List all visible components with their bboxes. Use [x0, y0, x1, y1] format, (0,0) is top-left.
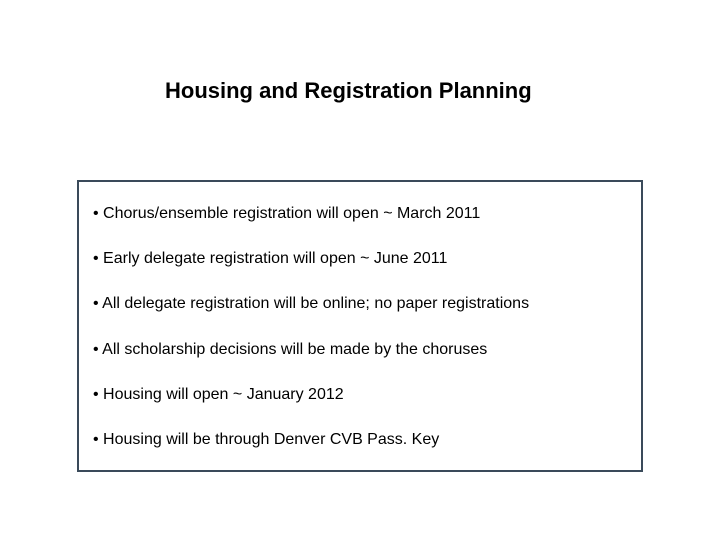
slide-title: Housing and Registration Planning [165, 78, 532, 104]
bullet-item: • Housing will open ~ January 2012 [93, 385, 627, 404]
content-box: • Chorus/ensemble registration will open… [77, 180, 643, 472]
bullet-item: • Chorus/ensemble registration will open… [93, 204, 627, 223]
bullet-item: • Housing will be through Denver CVB Pas… [93, 430, 627, 449]
bullet-item: • All scholarship decisions will be made… [93, 340, 627, 359]
bullet-item: • Early delegate registration will open … [93, 249, 627, 268]
bullet-item: • All delegate registration will be onli… [93, 294, 627, 313]
